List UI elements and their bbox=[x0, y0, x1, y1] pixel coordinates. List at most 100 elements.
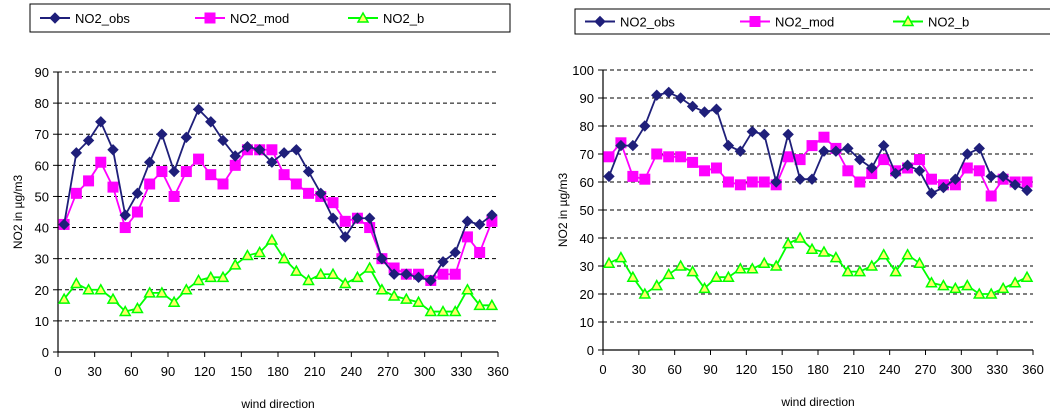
x-tick-label: 150 bbox=[230, 364, 252, 379]
legend-label-NO2_mod: NO2_mod bbox=[230, 11, 289, 26]
series-NO2_obs bbox=[58, 103, 498, 287]
point-NO2_obs bbox=[143, 156, 156, 168]
x-tick-label: 180 bbox=[807, 362, 829, 377]
point-NO2_obs bbox=[266, 156, 278, 168]
point-NO2_mod bbox=[782, 151, 794, 163]
point-NO2_b bbox=[638, 287, 652, 299]
point-NO2_mod bbox=[985, 190, 997, 202]
x-tick-label: 0 bbox=[599, 362, 606, 377]
point-NO2_mod bbox=[144, 178, 156, 190]
point-NO2_obs bbox=[217, 134, 229, 147]
point-NO2_b bbox=[314, 267, 328, 279]
point-NO2_mod bbox=[290, 178, 302, 190]
point-NO2_mod bbox=[806, 140, 818, 152]
point-NO2_b bbox=[338, 277, 352, 289]
point-NO2_b bbox=[865, 259, 879, 271]
point-NO2_b bbox=[746, 262, 759, 274]
x-tick-label: 300 bbox=[950, 362, 972, 377]
point-NO2_mod bbox=[603, 151, 615, 163]
point-NO2_b bbox=[228, 258, 242, 270]
y-axis-label: NO2 in µg/m3 bbox=[556, 173, 570, 248]
legend: NO2_obs NO2_mod NO2_b bbox=[29, 3, 511, 33]
x-tick-label: 90 bbox=[703, 362, 717, 377]
point-NO2_b bbox=[829, 251, 843, 263]
y-tick-label: 50 bbox=[35, 189, 49, 204]
point-NO2_b bbox=[143, 286, 156, 298]
y-tick-label: 20 bbox=[580, 287, 594, 302]
point-NO2_obs bbox=[119, 209, 131, 221]
y-tick-label: 90 bbox=[580, 91, 594, 106]
point-NO2_obs bbox=[889, 167, 902, 180]
point-NO2_obs bbox=[818, 145, 830, 157]
point-NO2_mod bbox=[168, 190, 180, 202]
point-NO2_obs bbox=[877, 139, 890, 152]
y-axis-label: NO2 in µg/m3 bbox=[11, 175, 25, 250]
point-NO2_obs bbox=[710, 103, 723, 115]
legend-marker-NO2_b bbox=[356, 11, 370, 23]
point-NO2_b bbox=[710, 270, 723, 282]
point-NO2_mod bbox=[639, 173, 651, 185]
point-NO2_mod bbox=[119, 222, 131, 234]
y-tick-label: 10 bbox=[580, 315, 594, 330]
legend-box bbox=[574, 8, 1050, 35]
point-NO2_obs bbox=[734, 145, 747, 157]
point-NO2_obs bbox=[913, 165, 926, 177]
point-NO2_obs bbox=[156, 128, 168, 140]
point-NO2_obs bbox=[1009, 179, 1021, 191]
point-NO2_b bbox=[302, 273, 315, 286]
y-tick-label: 10 bbox=[35, 314, 49, 329]
point-NO2_obs bbox=[627, 139, 639, 152]
point-NO2_b bbox=[901, 248, 914, 260]
series-NO2_obs bbox=[603, 86, 1033, 199]
point-NO2_b bbox=[757, 256, 771, 268]
point-NO2_b bbox=[448, 305, 462, 317]
point-NO2_mod bbox=[95, 156, 107, 168]
point-NO2_mod bbox=[437, 268, 449, 280]
point-NO2_mod bbox=[914, 154, 926, 166]
point-NO2_mod bbox=[266, 144, 278, 156]
point-NO2_b bbox=[131, 301, 144, 314]
point-NO2_b bbox=[412, 295, 425, 307]
point-NO2_obs bbox=[686, 100, 699, 113]
x-axis-label: wind direction bbox=[780, 395, 854, 409]
point-NO2_b bbox=[290, 264, 303, 276]
x-tick-label: 300 bbox=[414, 364, 436, 379]
point-NO2_b bbox=[734, 262, 747, 274]
point-NO2_b bbox=[781, 237, 795, 249]
x-tick-label: 180 bbox=[267, 364, 289, 379]
point-NO2_obs bbox=[388, 268, 400, 280]
legend-label-NO2_mod: NO2_mod bbox=[775, 15, 834, 30]
series-NO2_b bbox=[602, 231, 1034, 299]
point-NO2_mod bbox=[627, 170, 639, 182]
legend: NO2_obs NO2_mod NO2_b bbox=[574, 8, 1050, 35]
point-NO2_b bbox=[216, 270, 230, 283]
point-NO2_obs bbox=[830, 145, 842, 157]
y-tick-label: 80 bbox=[35, 96, 49, 111]
point-NO2_mod bbox=[339, 215, 351, 227]
point-NO2_b bbox=[326, 267, 340, 279]
legend-label-NO2_b: NO2_b bbox=[928, 15, 969, 30]
point-NO2_b bbox=[473, 298, 486, 311]
point-NO2_b bbox=[996, 281, 1010, 294]
point-NO2_b bbox=[57, 292, 71, 304]
point-NO2_b bbox=[972, 287, 986, 299]
point-NO2_b bbox=[265, 233, 279, 245]
x-tick-label: 150 bbox=[771, 362, 793, 377]
point-NO2_b bbox=[82, 283, 95, 295]
point-NO2_mod bbox=[217, 178, 229, 190]
point-NO2_mod bbox=[663, 151, 675, 163]
point-NO2_b bbox=[424, 305, 438, 317]
x-tick-label: 60 bbox=[667, 362, 681, 377]
point-NO2_obs bbox=[770, 176, 782, 188]
point-NO2_mod bbox=[687, 156, 699, 168]
point-NO2_b bbox=[984, 287, 998, 299]
x-tick-label: 330 bbox=[986, 362, 1008, 377]
point-NO2_obs bbox=[782, 128, 794, 141]
y-tick-label: 30 bbox=[35, 252, 49, 267]
point-NO2_b bbox=[387, 289, 401, 301]
point-NO2_obs bbox=[639, 120, 651, 132]
point-NO2_b bbox=[913, 256, 926, 268]
point-NO2_obs bbox=[662, 86, 675, 99]
point-NO2_b bbox=[662, 267, 675, 280]
